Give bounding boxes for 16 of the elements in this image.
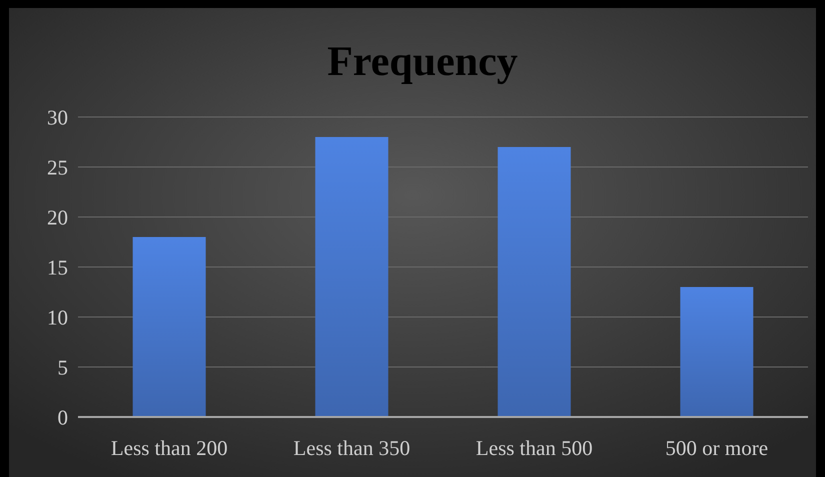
bar [315, 137, 388, 417]
x-tick-label: Less than 500 [476, 436, 593, 460]
y-tick-label: 10 [47, 305, 68, 330]
x-tick-label: Less than 350 [293, 436, 410, 460]
bar [132, 237, 206, 417]
bar [498, 147, 571, 417]
y-tick-label: 15 [47, 255, 68, 280]
y-tick-label: 0 [58, 405, 68, 430]
bar [680, 287, 754, 417]
y-tick-label: 30 [47, 105, 68, 130]
y-tick-label: 25 [47, 155, 68, 180]
chart-title: Frequency [327, 39, 518, 85]
x-tick-label: 500 or more [665, 436, 768, 460]
y-tick-label: 20 [47, 205, 68, 230]
y-tick-label: 5 [58, 355, 68, 380]
x-tick-label: Less than 200 [110, 436, 228, 460]
